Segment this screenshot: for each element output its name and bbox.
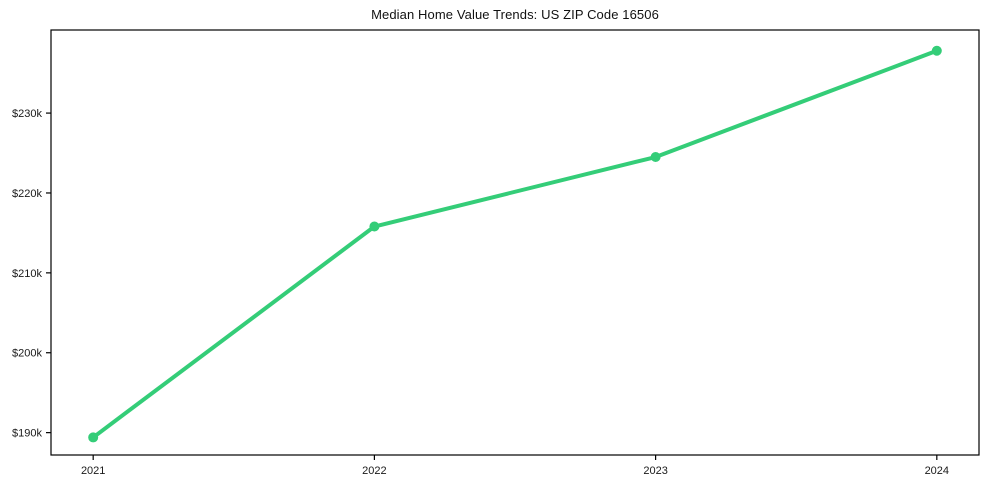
x-axis-tick-label: 2024: [925, 465, 949, 477]
plot-border: [50, 29, 980, 456]
y-axis-tick-label: $210k: [12, 268, 42, 280]
y-axis-tick-label: $190k: [12, 428, 42, 440]
data-point-2024: [931, 45, 942, 56]
data-point-2023: [650, 152, 661, 163]
y-axis-tick-label: $230k: [12, 108, 42, 120]
x-axis-tick-label: 2023: [643, 465, 667, 477]
data-point-2021: [88, 432, 99, 443]
data-point-2022: [369, 221, 380, 232]
trend-line: [91, 48, 939, 440]
chart-title: Median Home Value Trends: US ZIP Code 16…: [371, 7, 659, 22]
y-axis-tick-label: $200k: [12, 348, 42, 360]
x-axis-tick-label: 2022: [362, 465, 386, 477]
x-axis-tick-label: 2021: [81, 465, 105, 477]
y-axis-tick-label: $220k: [12, 188, 42, 200]
